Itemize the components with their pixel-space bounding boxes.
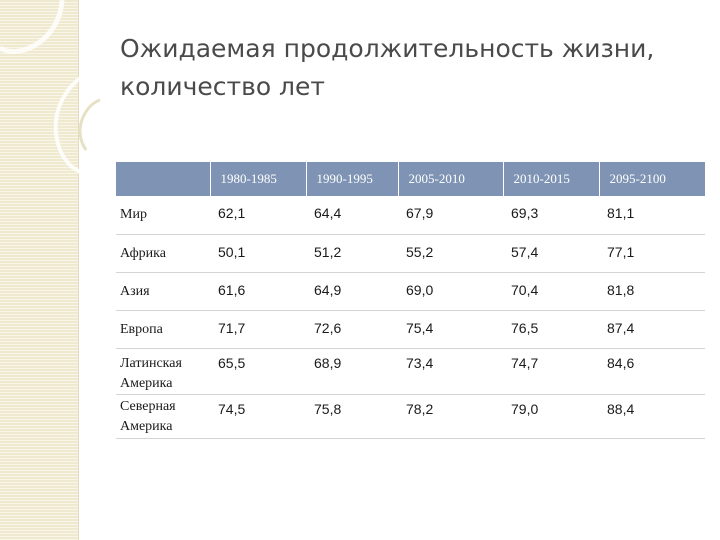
title-line-2: количество лет: [120, 72, 325, 101]
column-header: 1990-1995: [306, 162, 399, 196]
table-header-row: 1980-1985 1990-1995 2005-2010 2010-2015 …: [116, 162, 705, 196]
table-cell: 67,9: [398, 196, 503, 235]
row-label: Азия: [116, 272, 210, 311]
life-expectancy-table: 1980-1985 1990-1995 2005-2010 2010-2015 …: [116, 162, 705, 439]
decorative-swirl: [0, 0, 120, 178]
table-cell: 51,2: [306, 234, 398, 273]
table-cell: 76,5: [503, 310, 599, 349]
table-cell: 64,9: [306, 272, 398, 311]
column-header: 1980-1985: [210, 162, 307, 196]
table-row: Европа 71,7 72,6 75,4 76,5 87,4: [116, 310, 705, 349]
table-cell: 68,9: [306, 348, 398, 395]
column-header: 2010-2015: [503, 162, 600, 196]
table-cell: 71,7: [210, 310, 306, 349]
table-cell: 65,5: [210, 348, 306, 395]
table-cell: 78,2: [398, 394, 503, 439]
column-header: [116, 162, 211, 196]
page-title: Ожидаемая продолжительность жизни, колич…: [120, 30, 700, 106]
table-cell: 81,8: [599, 272, 705, 311]
row-label: Латинская Америка: [116, 348, 210, 395]
row-label: Африка: [116, 234, 210, 273]
table-cell: 74,7: [503, 348, 599, 395]
table-cell: 50,1: [210, 234, 306, 273]
table-cell: 75,8: [306, 394, 398, 439]
table-cell: 70,4: [503, 272, 599, 311]
table-cell: 55,2: [398, 234, 503, 273]
table-cell: 79,0: [503, 394, 599, 439]
table-cell: 75,4: [398, 310, 503, 349]
table-row: Мир 62,1 64,4 67,9 69,3 81,1: [116, 196, 705, 235]
table-cell: 69,0: [398, 272, 503, 311]
row-label: Европа: [116, 310, 210, 349]
table-cell: 87,4: [599, 310, 705, 349]
table-cell: 69,3: [503, 196, 599, 235]
table-cell: 84,6: [599, 348, 705, 395]
column-header: 2095-2100: [599, 162, 705, 196]
table-cell: 88,4: [599, 394, 705, 439]
column-header: 2005-2010: [398, 162, 504, 196]
table-cell: 73,4: [398, 348, 503, 395]
table-cell: 62,1: [210, 196, 306, 235]
row-label: Мир: [116, 196, 210, 235]
table-row: Африка 50,1 51,2 55,2 57,4 77,1: [116, 234, 705, 273]
table-cell: 77,1: [599, 234, 705, 273]
table-cell: 74,5: [210, 394, 306, 439]
title-line-1: Ожидаемая продолжительность жизни,: [120, 34, 655, 63]
table-row: Северная Америка 74,5 75,8 78,2 79,0 88,…: [116, 394, 705, 439]
table-row: Азия 61,6 64,9 69,0 70,4 81,8: [116, 272, 705, 311]
table-cell: 72,6: [306, 310, 398, 349]
table-cell: 61,6: [210, 272, 306, 311]
table-cell: 81,1: [599, 196, 705, 235]
table-cell: 57,4: [503, 234, 599, 273]
table-row: Латинская Америка 65,5 68,9 73,4 74,7 84…: [116, 348, 705, 395]
table-cell: 64,4: [306, 196, 398, 235]
row-label: Северная Америка: [116, 394, 210, 439]
